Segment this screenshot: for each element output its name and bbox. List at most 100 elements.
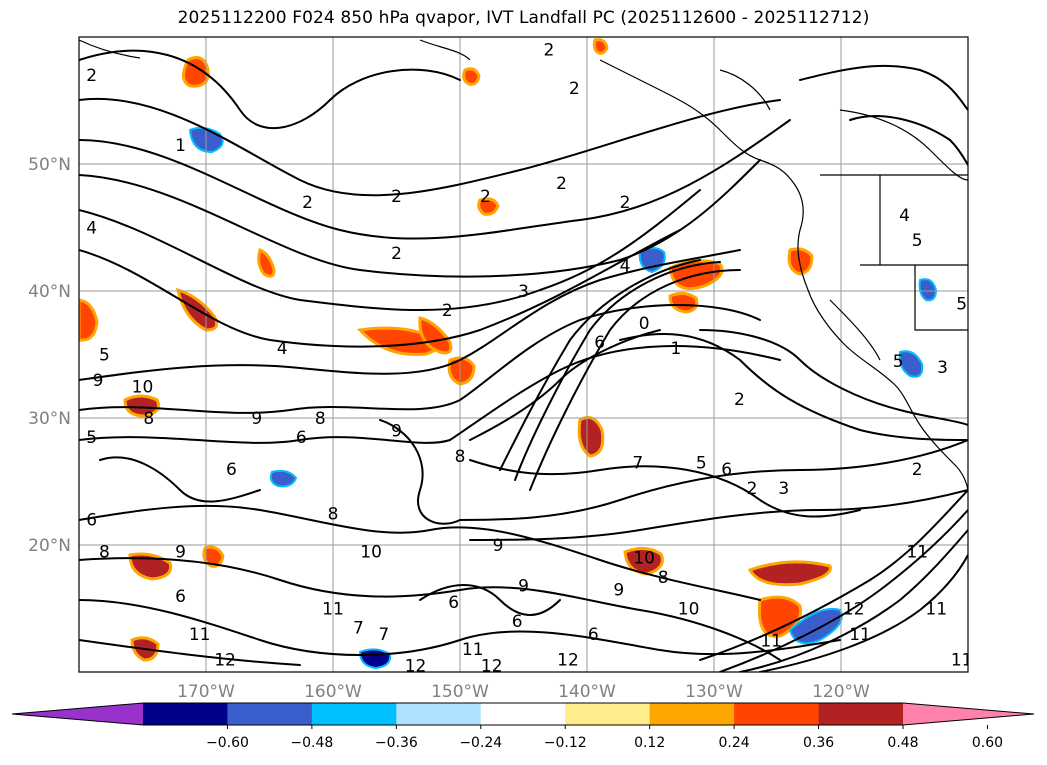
contour-label: 2 [747,479,758,499]
colorbar-segment [396,703,482,725]
contour-label: 0 [639,314,650,334]
anomaly-negative [788,608,843,645]
contour-label: 12 [214,650,236,670]
contour-label: 8 [315,409,326,429]
contour-label: 9 [175,542,186,562]
lat-label: 50°N [28,155,71,175]
anomaly-positive [418,316,453,355]
anomaly-positive [123,394,160,418]
contour-label: 11 [906,542,928,562]
contour-label: 3 [518,282,529,302]
contour-label: 9 [613,580,624,600]
colorbar-segment [480,703,566,725]
anomaly-positive [757,595,803,638]
contour-label: 8 [99,542,110,562]
contour-label: 2 [480,187,491,207]
lat-label: 20°N [28,536,71,556]
colorbar-segment [734,703,820,725]
lon-label: 140°W [558,682,616,702]
contour-label: 9 [251,409,262,429]
contour-label: 7 [378,625,389,645]
anomaly-positive [577,416,605,458]
contour-label: 11 [189,625,211,645]
contour-label: 12 [481,657,503,677]
colorbar-tick-label: 0.60 [972,735,1003,751]
contour-label: 2 [391,187,402,207]
contour-label: 11 [760,631,782,651]
contour-label: 2 [86,66,97,86]
contour-label: 11 [462,640,484,660]
contour-label: 8 [143,409,154,429]
contour-label: 11 [925,600,947,620]
contour-label: 6 [588,625,599,645]
contour-label: 12 [405,657,427,677]
colorbar-segment [311,703,397,725]
lat-label: 40°N [28,282,71,302]
contour-label: 6 [721,460,732,480]
contour-label: 4 [86,219,97,239]
contour-label: 10 [132,377,154,397]
contour-label: 10 [360,542,382,562]
contour-label: 7 [632,453,643,473]
lon-label: 160°W [304,682,362,702]
colorbar-tick-label: −0.48 [290,735,333,751]
contour-label: 6 [86,511,97,531]
anomaly-positive [257,247,276,278]
colorbar-extend-min [12,703,143,725]
colorbar-extend-max [903,703,1034,725]
contour-label: 2 [569,79,580,99]
contour-label: 12 [557,650,579,670]
anomaly-positive [668,291,699,314]
contour-label: 4 [277,339,288,359]
contour-label: 8 [455,447,466,467]
contour-label: 12 [843,600,865,620]
colorbar-tick-label: −0.24 [459,735,502,751]
lon-label: 120°W [812,682,870,702]
contour-label: 11 [322,600,344,620]
colorbar-tick-label: −0.36 [375,735,418,751]
contour-label: 11 [849,625,871,645]
contour-label: 4 [620,257,631,277]
anomaly-positive [623,547,664,576]
contour-label: 4 [899,206,910,226]
contour-label: 5 [99,346,110,366]
map-frame [78,36,969,673]
map-title: 2025112200 F024 850 hPa qvapor, IVT Land… [177,8,870,28]
lon-label: 130°W [685,682,743,702]
contour-label: 11 [951,650,973,670]
anomaly-negative [269,469,298,488]
graticule [79,37,968,672]
contour-label: 9 [93,371,104,391]
contour-label: 5 [696,453,707,473]
anomaly-positive [128,552,173,581]
contour-label: 5 [956,295,967,315]
contour-label: 10 [678,600,700,620]
colorbar-tick-label: −0.60 [206,735,249,751]
contour-label: 2 [620,193,631,213]
contour-label: 2 [302,193,313,213]
contour-label: 6 [175,587,186,607]
contour-label: 3 [778,479,789,499]
colorbar-tick-label: 0.36 [803,735,834,751]
contour-label: 1 [175,136,186,156]
contour-label: 2 [734,390,745,410]
contour-label: 2 [543,41,554,61]
colorbar-segment [143,703,228,725]
colorbar-segment [818,703,904,725]
colorbar-outline [11,702,1035,726]
colorbar [11,702,1035,726]
contour-label: 6 [296,428,307,448]
contour-label: 10 [633,549,655,569]
coastlines [79,39,968,491]
lon-label: 150°W [431,682,489,702]
contour-label: 9 [493,536,504,556]
colorbar-tick-label: 0.12 [634,735,665,751]
anomaly-positive [747,560,832,587]
anomaly-positive [79,298,99,342]
anomaly-positive [787,247,814,276]
contour-label: 6 [226,460,237,480]
contour-label: 2 [442,301,453,321]
latitude-labels: 50°N 40°N 30°N 20°N [28,155,71,556]
